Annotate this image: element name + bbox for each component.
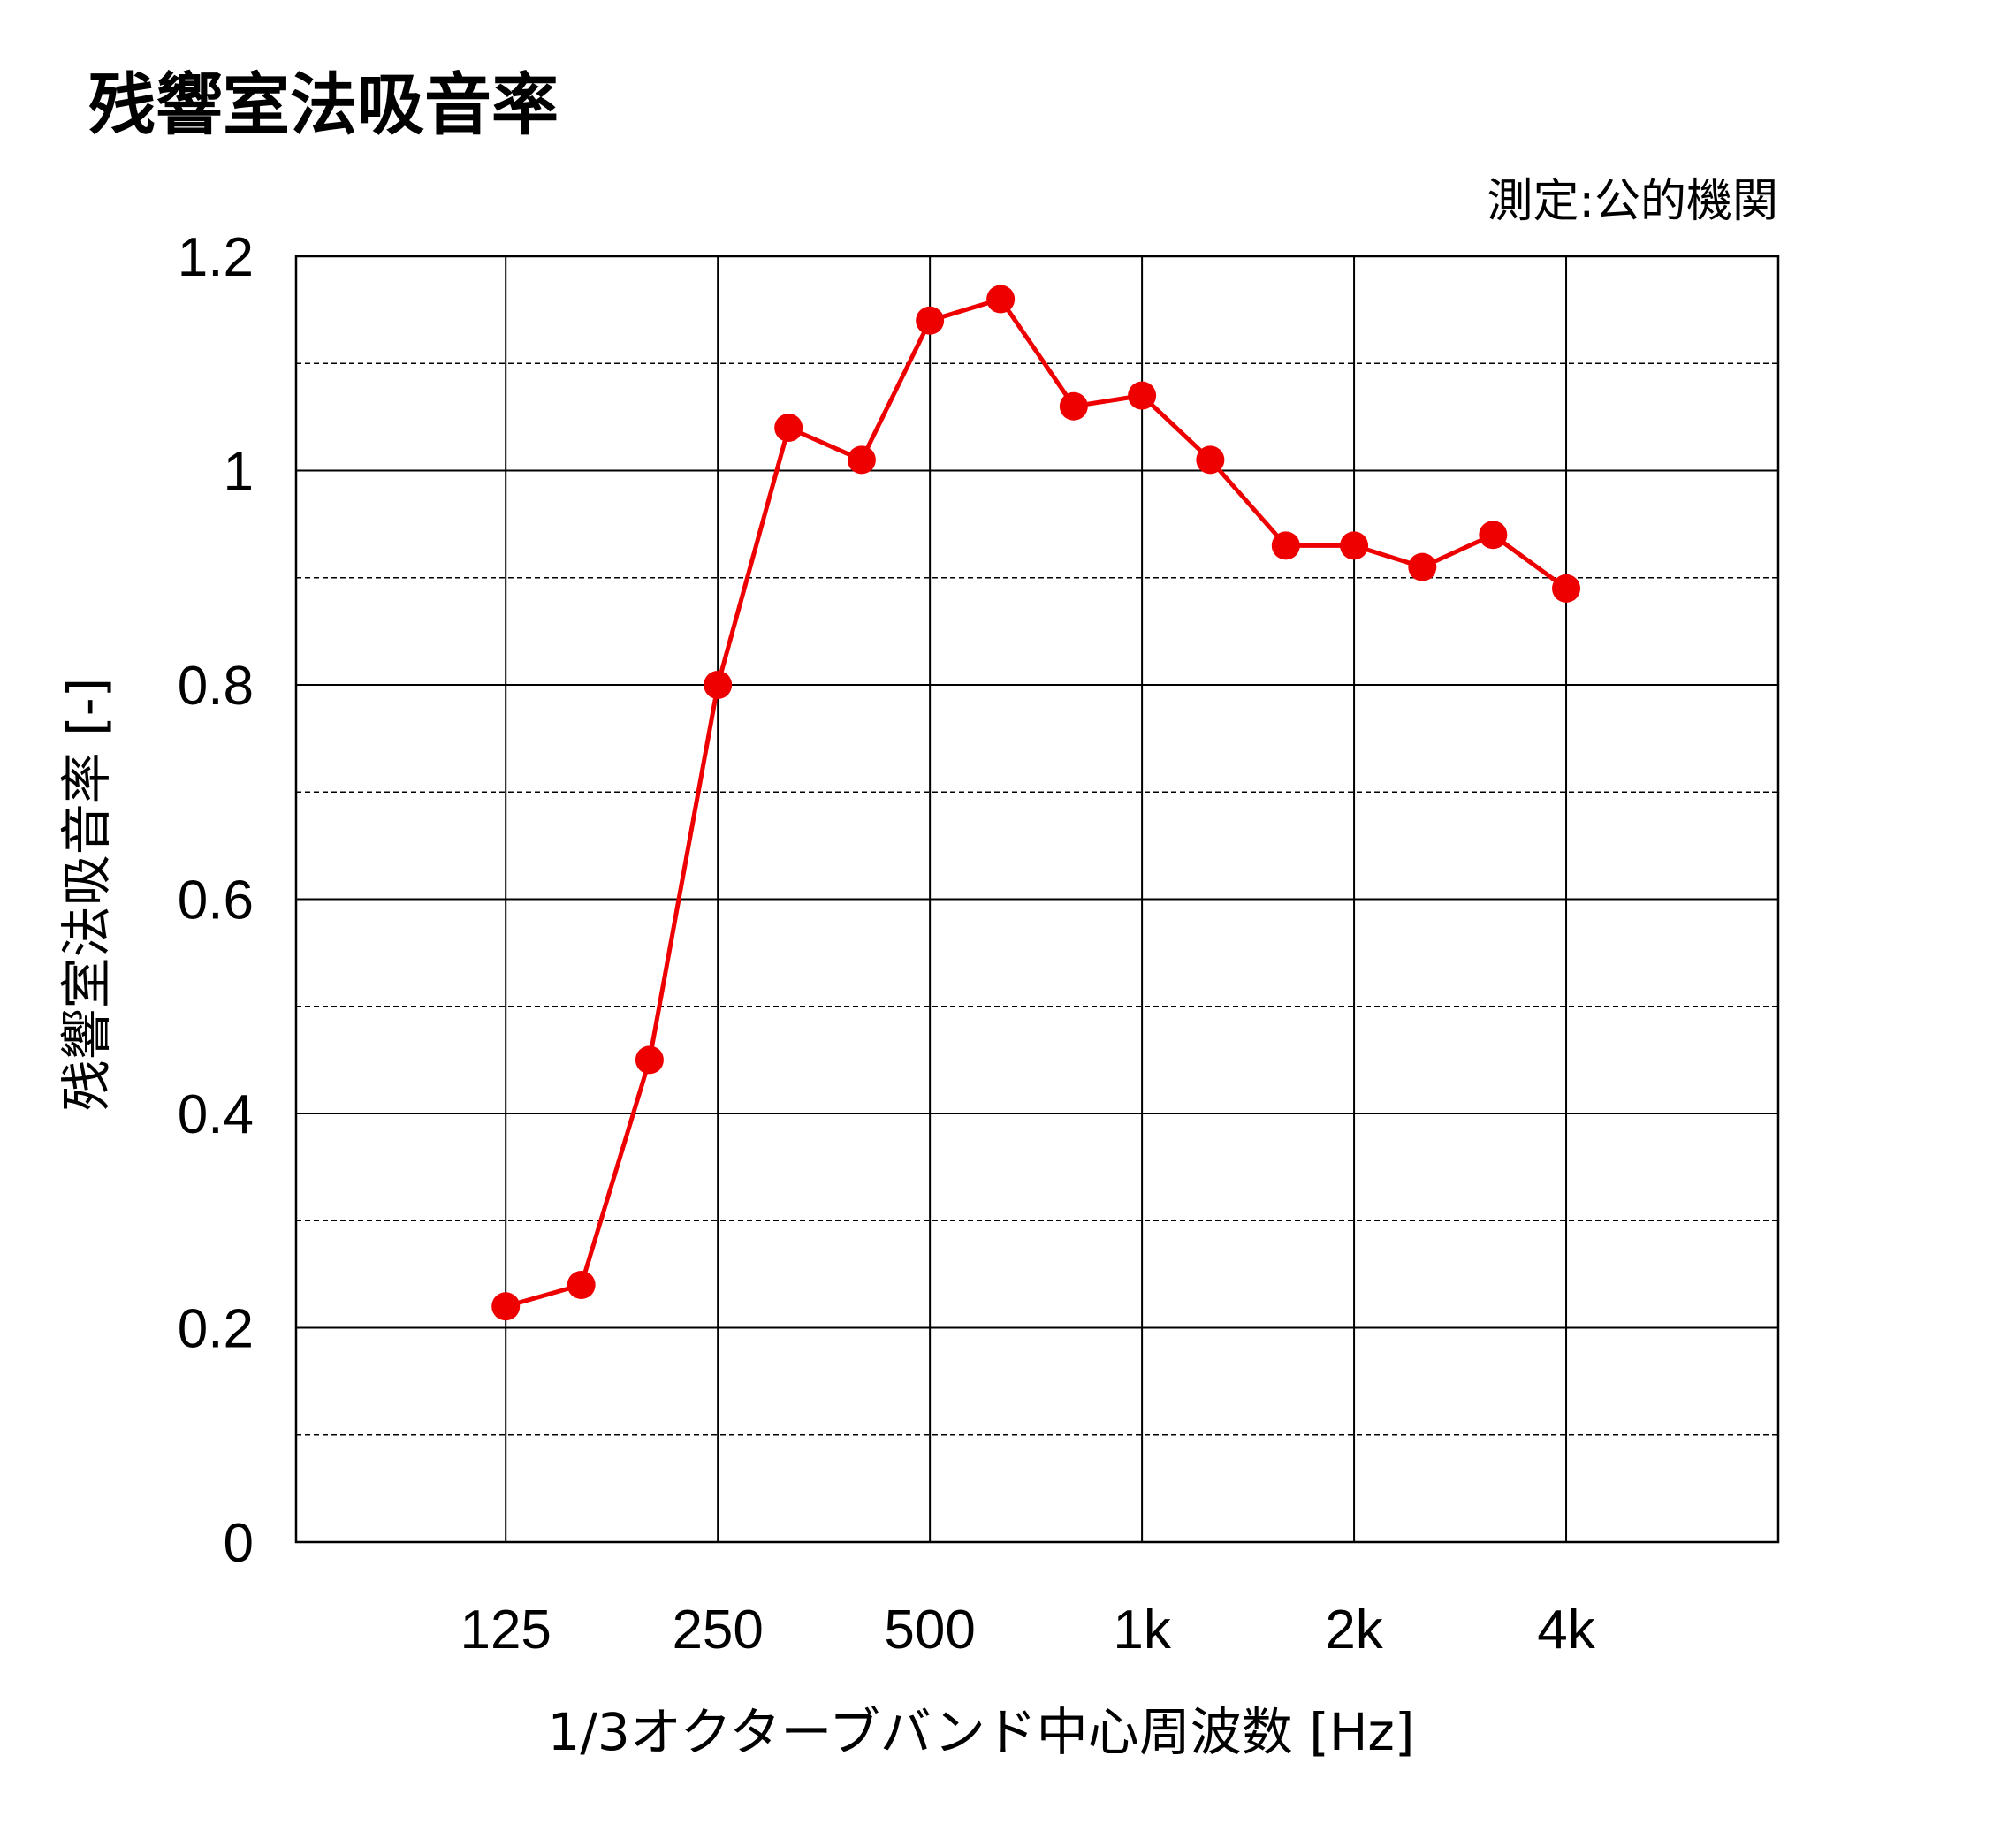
- data-point: [1271, 531, 1300, 560]
- data-point: [916, 306, 945, 335]
- y-axis-label: 残響室法吸音率 [-]: [57, 678, 117, 1112]
- data-point: [1479, 521, 1508, 550]
- y-tick-labels: 0 0.2 0.4 0.6 0.8 1 1.2: [178, 227, 254, 1574]
- y-tick-label: 0: [224, 1513, 254, 1574]
- x-tick-label: 500: [884, 1600, 975, 1661]
- data-point: [847, 445, 876, 475]
- y-tick-label: 0.8: [178, 656, 254, 717]
- x-tick-label: 250: [672, 1600, 763, 1661]
- data-point: [567, 1271, 596, 1299]
- grid: [296, 255, 1778, 1543]
- data-point: [1128, 381, 1157, 410]
- x-tick-label: 2k: [1325, 1600, 1383, 1661]
- chart-title: 残響室法吸音率: [88, 65, 559, 144]
- data-point: [1340, 531, 1369, 560]
- y-tick-label: 0.6: [178, 870, 254, 931]
- data-point: [1196, 445, 1225, 475]
- data-point: [491, 1292, 521, 1321]
- x-tick-label: 4k: [1537, 1600, 1595, 1661]
- plot-frame: [294, 255, 1780, 1544]
- series-absorption: [491, 285, 1581, 1321]
- data-point: [704, 671, 733, 699]
- axes: [294, 255, 1780, 1544]
- measurement-note: 測定:公的機関: [1487, 175, 1778, 228]
- data-point: [1552, 574, 1581, 603]
- y-tick-label: 0.2: [178, 1299, 254, 1360]
- data-point: [774, 414, 803, 442]
- x-axis-label: 1/3オクターブバンド中心周波数 [Hz]: [547, 1702, 1414, 1762]
- data-point: [635, 1045, 664, 1075]
- series-line: [505, 297, 1568, 1309]
- x-tick-labels: 125 250 500 1k 2k 4k: [460, 1600, 1595, 1661]
- y-tick-label: 0.4: [178, 1084, 254, 1145]
- y-tick-label: 1.2: [178, 227, 254, 288]
- x-tick-label: 1k: [1113, 1600, 1171, 1661]
- data-point: [986, 285, 1016, 314]
- data-point: [1408, 552, 1437, 581]
- x-tick-label: 125: [460, 1600, 551, 1661]
- data-point: [1059, 391, 1088, 421]
- y-tick-label: 1: [224, 442, 254, 503]
